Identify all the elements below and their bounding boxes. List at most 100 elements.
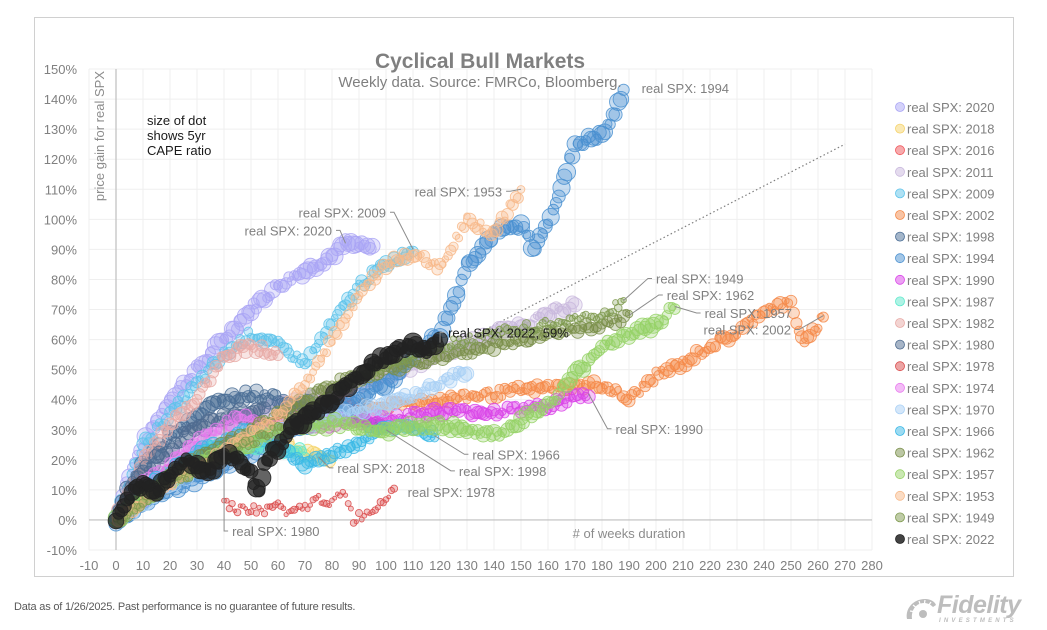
y-tick-label: 110% [45,182,78,197]
data-point [280,505,287,512]
legend-label: real SPX: 2018 [907,122,994,137]
x-tick-label: 190 [618,558,640,573]
legend-label: real SPX: 1966 [907,424,994,439]
x-tick-label: 180 [591,558,613,573]
legend-item: real SPX: 2016 [895,143,994,158]
data-point [250,502,258,510]
data-point [303,346,318,361]
size-note-line-3: CAPE ratio [147,143,211,158]
legend-label: real SPX: 2022 [907,532,994,547]
y-tick-label: -10% [47,543,78,558]
data-point [783,298,794,308]
legend-label: real SPX: 1998 [907,230,994,245]
data-point [512,192,524,204]
y-tick-label: 140% [44,92,78,107]
x-tick-label: 40 [217,558,231,573]
data-point [459,366,475,381]
legend-label: real SPX: 1974 [907,381,994,396]
data-point [817,311,829,323]
x-tick-label: -10 [80,558,99,573]
x-tick-label: 110 [403,558,424,573]
data-point [519,387,528,396]
data-point [252,468,272,488]
legend-item: real SPX: 1978 [895,359,994,374]
data-point [705,338,720,353]
data-point [390,484,399,493]
data-point [644,374,657,386]
x-tick-label: 10 [136,558,150,573]
data-point [349,303,358,312]
logo-subtitle: INVESTMENTS [939,618,1017,624]
legend-marker [895,490,905,501]
y-tick-label: 20% [51,453,77,468]
legend-item: real SPX: 1998 [895,230,994,245]
y-tick-label: 70% [51,303,77,318]
data-point [784,294,798,308]
legend-label: real SPX: 2011 [907,165,993,180]
x-tick-label: 230 [726,558,748,573]
data-point [279,277,293,290]
data-point [476,218,485,227]
disclaimer: Data as of 1/26/2025. Past performance i… [14,601,356,613]
data-point [347,236,365,254]
x-axis-label: # of weeks duration [573,526,686,541]
x-tick-label: 30 [190,558,204,573]
legend-label: real SPX: 2002 [907,208,994,223]
x-tick-label: 90 [352,558,366,573]
x-tick-label: 250 [780,558,802,573]
bubble-chart: -10 0 10 20 30 40 50 60 70 80 90 100 110 120 130 140 150… [44,50,995,573]
legend-marker [895,188,905,199]
annotation-label: real SPX: 1978 [408,485,495,500]
legend-item: real SPX: 2020 [895,100,994,115]
data-point [665,358,680,372]
legend-label: real SPX: 1953 [907,489,994,504]
y-tick-label: 50% [51,363,77,378]
x-tick-label: 70 [298,558,312,573]
annotation-label: real SPX: 2020 [245,223,332,238]
legend-marker [895,404,905,415]
legend-label: real SPX: 1962 [907,446,994,461]
legend-item: real SPX: 1962 [895,446,994,461]
annotation-leader [390,211,414,250]
annotation-label: real SPX: 1957 [705,306,792,321]
annotation-label: real SPX: 2018 [337,461,424,476]
data-point [272,349,284,362]
x-tick-label: 200 [645,558,667,573]
legend-marker [895,296,905,307]
data-point [386,494,392,500]
legend-item: real SPX: 2018 [895,122,994,137]
x-tick-label: 0 [112,558,119,573]
annotation-label: real SPX: 1980 [232,524,319,539]
size-note-line-2: shows 5yr [147,128,206,143]
legend-marker [895,123,905,134]
data-point [332,495,338,501]
legend-label: real SPX: 1980 [907,338,994,353]
legend-label: real SPX: 1957 [907,467,994,482]
y-tick-label: 90% [51,242,77,257]
chart-subtitle: Weekly data. Source: FMRCo, Bloomberg. [338,74,621,91]
legend-label: real SPX: 2009 [907,186,994,201]
y-tick-label: 40% [51,393,77,408]
data-point [622,394,636,408]
data-point [635,389,644,398]
data-point [507,381,519,394]
y-tick-label: 60% [51,333,77,348]
data-point [310,343,321,354]
legend-item: real SPX: 1953 [895,489,994,504]
annotation-label: real SPX: 1998 [459,464,546,479]
axes: -10 0 10 20 30 40 50 60 70 80 90 100 110 120 130 140 150… [44,62,883,573]
data-point [364,237,381,254]
legend: real SPX: 2020 real SPX: 2018 real SPX: 20… [895,100,994,547]
y-tick-label: 30% [51,423,77,438]
legend-label: real SPX: 1990 [907,273,994,288]
legend-item: real SPX: 1990 [895,273,994,288]
legend-item: real SPX: 2022 [895,532,994,547]
data-point [773,296,788,310]
data-point [759,304,774,319]
legend-marker [895,318,905,328]
legend-marker [895,102,905,112]
chart-title: Cyclical Bull Markets [375,50,585,73]
annotation-label: real SPX: 1994 [642,81,729,96]
y-tick-label: 10% [51,483,77,498]
data-point [299,358,311,370]
